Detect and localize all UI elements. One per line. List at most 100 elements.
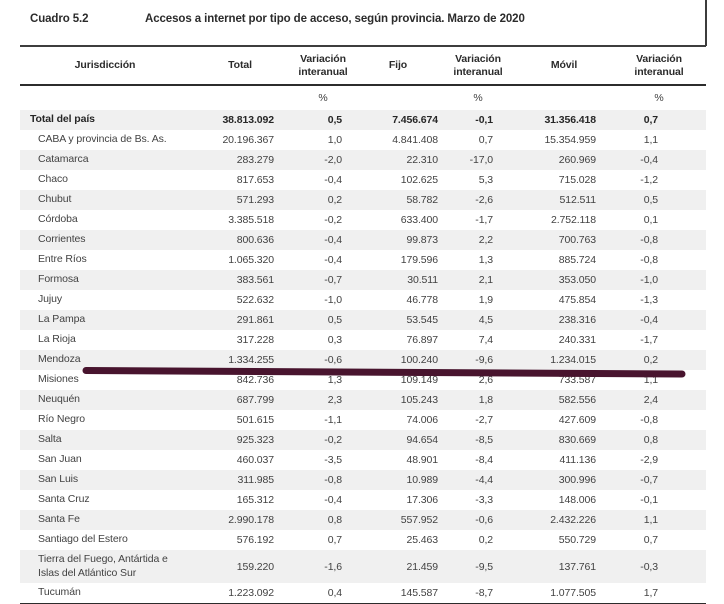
cell-jurisdiccion: Neuquén (38, 393, 80, 406)
cell-value: 2,3 (327, 394, 342, 406)
cell-jurisdiccion: Formosa (38, 273, 79, 286)
cell-jurisdiccion: Mendoza (38, 353, 81, 366)
unit-percent: % (318, 92, 328, 104)
cell-value: -1,0 (324, 294, 342, 306)
cell-jurisdiccion: La Pampa (38, 313, 86, 326)
cell-value: 512.511 (559, 194, 597, 206)
cell-value: 22.310 (406, 154, 438, 166)
cell-jurisdiccion: Santiago del Estero (38, 533, 128, 546)
cell-value: 74.006 (406, 414, 438, 426)
cell-value: 260.969 (558, 154, 596, 166)
column-header-movil: Móvil (516, 45, 612, 86)
unit-row: % % % (20, 85, 706, 110)
cell-value: 4.841.408 (392, 134, 438, 146)
table-row: Formosa 383.561 -0,7 30.511 2,1 353.050 -1,0 (20, 270, 706, 290)
cell-value: 2,4 (643, 394, 658, 406)
cell-value: 76.897 (406, 334, 438, 346)
cell-value: -8,7 (440, 583, 516, 604)
cell-jurisdiccion: Entre Ríos (38, 253, 87, 266)
cell-value: 145.587 (356, 583, 440, 604)
cell-value: 733.587 (558, 374, 596, 386)
cell-value: 1.334.255 (228, 354, 274, 366)
cell-value: 1,1 (643, 134, 658, 146)
cell-value: 1.065.320 (228, 254, 274, 266)
cell-value: 240.331 (558, 334, 596, 346)
cell-value: 0,8 (643, 434, 658, 446)
cell-value: 830.669 (558, 434, 596, 446)
cell-jurisdiccion: Río Negro (38, 413, 85, 426)
cell-value: 25.463 (406, 534, 438, 546)
column-header-variacion-fijo: Variación interanual (440, 45, 516, 86)
table-row: Tierra del Fuego, Antártida e Islas del … (20, 550, 706, 583)
cell-value: 283.279 (236, 154, 274, 166)
cell-value: 102.625 (400, 174, 438, 186)
cell-value: 0,4 (290, 583, 356, 604)
cell-value: 5,3 (478, 174, 493, 186)
cell-value: 475.854 (558, 294, 596, 306)
cell-value: 317.228 (236, 334, 274, 346)
cell-value: 58.782 (406, 194, 438, 206)
cell-jurisdiccion: Corrientes (38, 233, 86, 246)
cell-jurisdiccion: Córdoba (38, 213, 78, 226)
cell-value: -1,3 (640, 294, 658, 306)
cell-value: 38.813.092 (222, 114, 274, 126)
cell-value: 800.636 (236, 234, 274, 246)
cell-value: 291.861 (236, 314, 274, 326)
cell-value: 159.220 (236, 560, 274, 573)
cell-value: -9,5 (475, 560, 493, 573)
cell-value: 148.006 (558, 494, 596, 506)
cell-value: 0,3 (327, 334, 342, 346)
table-row: Córdoba 3.385.518 -0,2 633.400 -1,7 2.752.118… (20, 210, 706, 230)
cell-value: 10.989 (406, 474, 438, 486)
cell-value: -0,1 (640, 494, 658, 506)
table-row: Jujuy 522.632 -1,0 46.778 1,9 475.854 -1,3 (20, 290, 706, 310)
cell-value: 925.323 (236, 434, 274, 446)
cell-value: 1,3 (327, 374, 342, 386)
table-row: Chubut 571.293 0,2 58.782 -2,6 512.511 0,5 (20, 190, 706, 210)
cell-value: 109.149 (400, 374, 438, 386)
cell-jurisdiccion: Santa Cruz (38, 493, 90, 506)
cell-value: -1,2 (640, 174, 658, 186)
cell-value: 2.990.178 (228, 514, 274, 526)
column-header-fijo: Fijo (356, 45, 440, 86)
cell-value: -9,6 (475, 354, 493, 366)
cell-value: -0,8 (640, 414, 658, 426)
cell-value: -2,9 (640, 454, 658, 466)
cell-value: 571.293 (236, 194, 274, 206)
cell-jurisdiccion: Santa Fe (38, 513, 80, 526)
cell-value: 3.385.518 (228, 214, 274, 226)
cell-value: -0,7 (640, 474, 658, 486)
cell-value: 582.556 (558, 394, 596, 406)
cell-value: -3,5 (324, 454, 342, 466)
cell-value: -0,2 (324, 434, 342, 446)
cell-value: 7,4 (478, 334, 493, 346)
column-header-jurisdiccion: Jurisdicción (20, 45, 190, 86)
cell-value: 4,5 (478, 314, 493, 326)
table-row: Mendoza 1.334.255 -0,6 100.240 -9,6 1.234.015… (20, 350, 706, 370)
cell-jurisdiccion: San Luis (38, 473, 79, 486)
cell-value: -0,7 (324, 274, 342, 286)
cell-value: 31.356.418 (544, 114, 596, 126)
cell-value: 53.545 (406, 314, 438, 326)
table-row: Catamarca 283.279 -2,0 22.310 -17,0 260.969 -0… (20, 150, 706, 170)
cell-value: -0,4 (640, 314, 658, 326)
cell-value: -0,6 (324, 354, 342, 366)
cell-value: 2.432.226 (550, 514, 596, 526)
column-header-total: Total (190, 45, 290, 86)
cell-value: -0,8 (324, 474, 342, 486)
cell-value: 1,9 (478, 294, 493, 306)
cell-value: 633.400 (400, 214, 438, 226)
cell-value: 383.561 (236, 274, 274, 286)
cell-value: 550.729 (558, 534, 596, 546)
cell-value: -1,7 (640, 334, 658, 346)
cell-value: 1,7 (612, 583, 706, 604)
cell-value: -2,0 (324, 154, 342, 166)
table-row: Corrientes 800.636 -0,4 99.873 2,2 700.763 -0,… (20, 230, 706, 250)
cell-jurisdiccion: Salta (38, 433, 62, 446)
cell-value: -3,3 (475, 494, 493, 506)
table-row: Misiones 842.736 1,3 109.149 2,6 733.587 1,1 (20, 370, 706, 390)
table-row: Salta 925.323 -0,2 94.654 -8,5 830.669 0,8 (20, 430, 706, 450)
cell-value: -0,3 (640, 560, 658, 573)
table-row: Tucumán 1.223.092 0,4 145.587 -8,7 1.077.505 1… (20, 583, 706, 604)
